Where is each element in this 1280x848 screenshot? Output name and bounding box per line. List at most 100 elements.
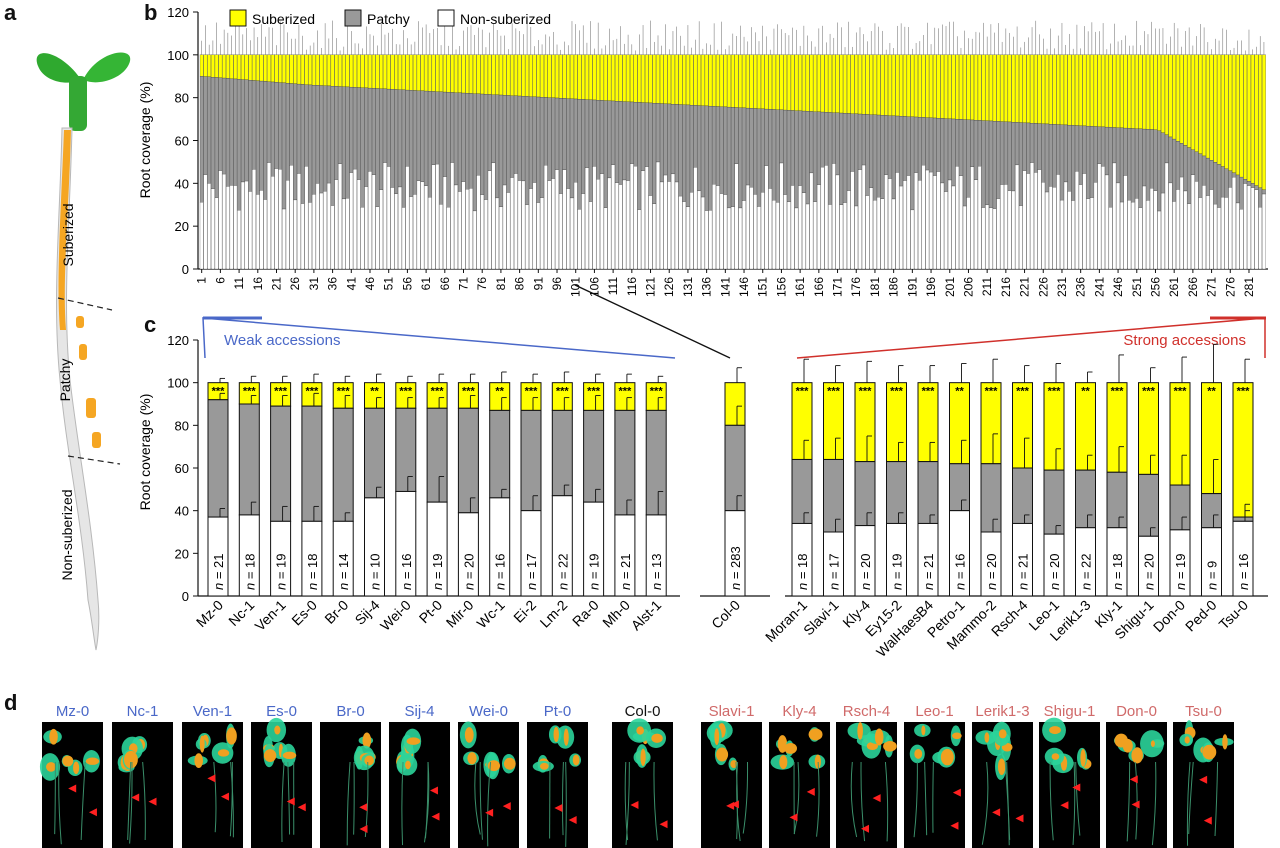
b-bar-nonsuberized — [226, 186, 230, 270]
b-bar-suberized — [465, 54, 470, 94]
c-n-value: = 18 — [305, 553, 320, 582]
c-n-value: = 18 — [242, 553, 257, 582]
b-bar-patchy — [753, 108, 758, 195]
b-bar — [1183, 30, 1188, 270]
b-bar-patchy — [491, 94, 496, 164]
b-bar-nonsuberized — [600, 173, 604, 270]
b-bar-nonsuberized — [607, 177, 612, 270]
b-bar — [394, 44, 398, 270]
b-x-tick-label: 261 — [1167, 277, 1181, 297]
c-bar-nonsuberized — [980, 531, 1002, 597]
c-bar-patchy — [1043, 469, 1065, 535]
b-x-tick-label: 226 — [1036, 277, 1050, 297]
seedling-root — [127, 761, 132, 840]
b-bar-patchy — [199, 76, 204, 203]
b-x-tick-label: 176 — [849, 277, 863, 297]
b-bar-patchy — [884, 115, 888, 175]
b-bar-patchy — [1243, 179, 1248, 184]
b-bar-patchy — [476, 93, 481, 176]
thumbnail-label: Rsch-4 — [843, 703, 891, 720]
b-bar-patchy — [558, 98, 563, 194]
b-bar — [764, 36, 769, 270]
b-bar — [454, 49, 458, 270]
b-bar-nonsuberized — [428, 197, 432, 270]
c-bar-nonsuberized — [886, 522, 907, 597]
b-bar — [824, 42, 829, 270]
b-bar — [813, 46, 817, 270]
c-n-value: = 17 — [524, 553, 539, 582]
b-bar-patchy — [1075, 125, 1079, 172]
b-bar-nonsuberized — [1030, 162, 1034, 270]
seedling-root — [913, 761, 918, 838]
b-bar-nonsuberized — [1198, 197, 1203, 270]
b-bar-nonsuberized — [368, 171, 372, 270]
b-bar — [1228, 50, 1233, 270]
b-bar-nonsuberized — [992, 208, 997, 270]
b-x-tick-label: 131 — [681, 277, 695, 297]
b-bar — [704, 43, 709, 270]
b-bar — [252, 27, 256, 270]
b-bar-nonsuberized — [906, 175, 911, 270]
thumbnail-label: Br-0 — [336, 703, 364, 720]
c-significance: *** — [796, 386, 810, 398]
b-bar-patchy — [1134, 128, 1139, 199]
b-x-tick-label: 91 — [531, 277, 545, 291]
b-bar-patchy — [708, 105, 713, 211]
c-bar-nonsuberized — [823, 531, 844, 597]
legend-swatch — [344, 9, 362, 27]
b-bar-nonsuberized — [207, 183, 211, 270]
b-bar-suberized — [364, 54, 369, 89]
b-bar-suberized — [233, 54, 238, 80]
b-bar-patchy — [775, 109, 780, 203]
c-bar-patchy — [614, 409, 636, 516]
b-bar-patchy — [446, 92, 451, 208]
b-bar-patchy — [439, 91, 443, 205]
b-bar — [1097, 31, 1102, 270]
c-n-label: n = 16 — [493, 553, 508, 590]
b-bar — [461, 30, 466, 270]
seedling-root — [1006, 761, 1010, 846]
b-bar — [1030, 27, 1034, 270]
seedling-blob-core — [1184, 736, 1190, 744]
b-bar-suberized — [989, 54, 993, 122]
b-bar-patchy — [577, 99, 582, 210]
b-bar-nonsuberized — [611, 164, 615, 270]
b-bar — [413, 41, 417, 270]
b-bar-nonsuberized — [1007, 190, 1012, 270]
c-significance: *** — [1174, 386, 1188, 398]
b-bar-nonsuberized — [843, 202, 847, 270]
b-bar-suberized — [966, 54, 971, 120]
b-bar-suberized — [644, 54, 649, 103]
b-bar-nonsuberized — [641, 170, 645, 270]
b-bar — [1101, 23, 1105, 270]
b-bar — [480, 29, 485, 270]
b-bar-patchy — [379, 88, 384, 190]
b-bar-nonsuberized — [1224, 197, 1229, 270]
b-bar-patchy — [689, 105, 694, 193]
b-bar-patchy — [394, 89, 398, 195]
c-n-prefix: n — [524, 583, 539, 590]
b-bar-patchy — [805, 111, 810, 205]
b-bar-patchy — [1149, 129, 1154, 189]
c-n-label: n = 22 — [1079, 553, 1094, 590]
b-bar-patchy — [364, 87, 369, 187]
b-bar-nonsuberized — [244, 180, 249, 270]
b-bar-patchy — [760, 108, 765, 193]
b-bar-patchy — [873, 114, 877, 201]
b-bar — [457, 46, 462, 270]
thumbnail-label: Nc-1 — [127, 703, 159, 720]
b-bar-suberized — [682, 54, 686, 105]
b-bar-suberized — [1142, 54, 1147, 130]
c-n-label: n = 20 — [461, 553, 476, 590]
thumbnail-shigu-1: Shigu-1 — [1039, 703, 1100, 848]
b-bar-suberized — [652, 54, 657, 104]
b-bar-suberized — [704, 54, 709, 107]
b-bar — [962, 30, 967, 270]
b-bar-suberized — [914, 54, 918, 118]
seedling-blob-core — [362, 732, 372, 749]
thumbnail-label: Shigu-1 — [1044, 703, 1096, 720]
seedling-blob-core — [73, 761, 80, 775]
